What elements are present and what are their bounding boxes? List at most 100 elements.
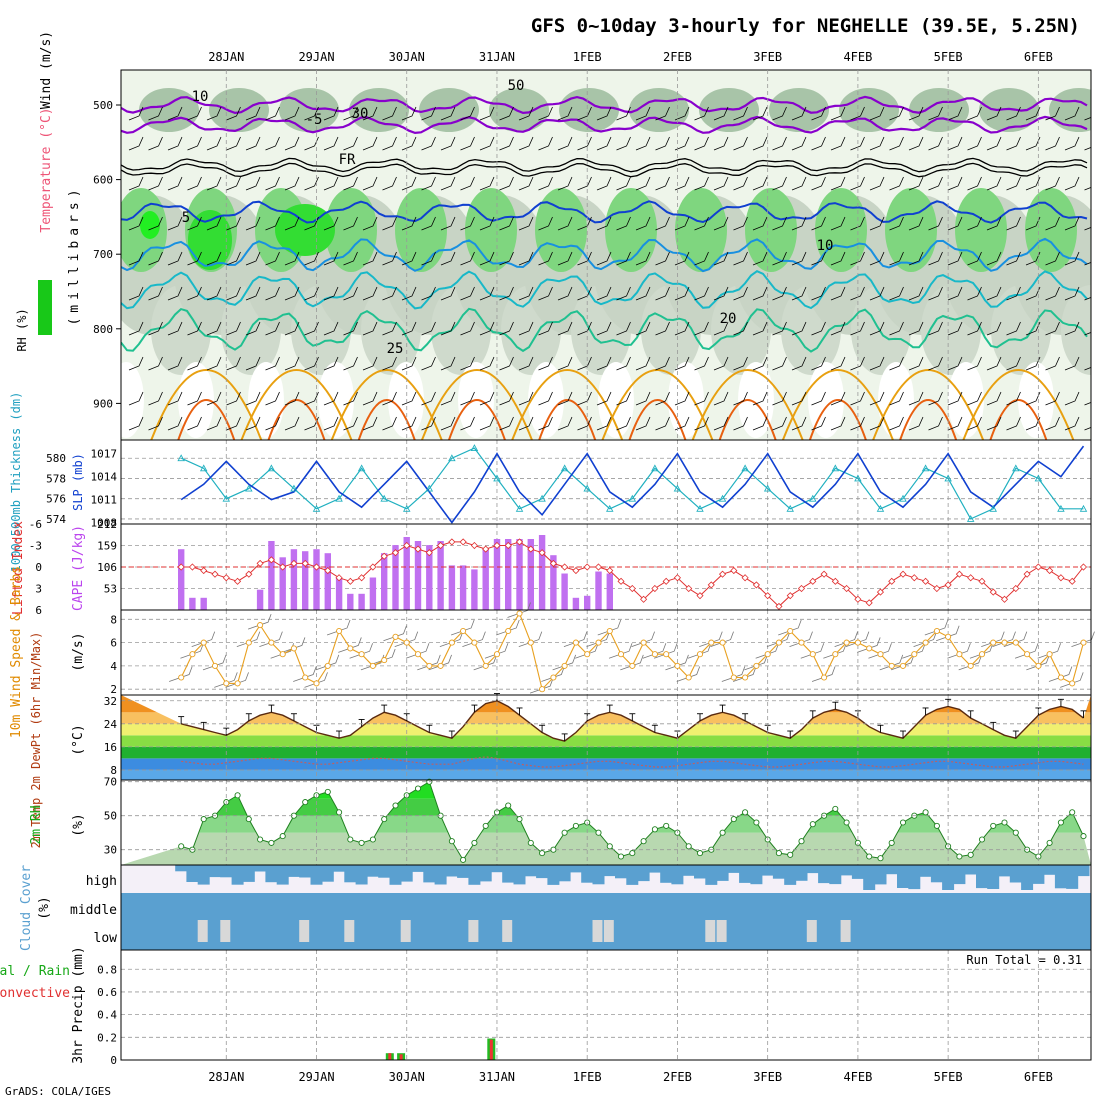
wind10-point — [358, 651, 365, 658]
pressure-tick-label: 900 — [93, 397, 113, 410]
precip-tick-label: 0.2 — [97, 1031, 117, 1044]
wind10-point — [290, 645, 297, 652]
wind-barb — [752, 321, 768, 336]
precip-frame — [120, 949, 1092, 1061]
wind-barb — [596, 251, 612, 266]
cloud-high-cell — [558, 865, 571, 882]
wind-barb — [1084, 186, 1091, 191]
lifted-index-point — [1068, 577, 1076, 585]
footer-credit: GrADS: COLA/IGES — [5, 1085, 111, 1098]
cape-tick-label: 212 — [97, 518, 117, 531]
cloud-high-cell — [863, 865, 876, 890]
wind10-barb — [304, 672, 328, 688]
wind-barb — [674, 321, 690, 336]
cloud-row-label: high — [86, 874, 117, 889]
rh-band-dry — [878, 362, 914, 438]
lifted-index-point — [617, 577, 625, 585]
wind10-barb — [484, 643, 509, 659]
wind-barb — [694, 251, 709, 266]
wind-barb — [323, 106, 339, 121]
wind-barb — [1045, 176, 1060, 191]
cloud-high-cell — [321, 865, 334, 882]
cape-bar — [313, 549, 320, 610]
rh-point — [302, 799, 309, 806]
wind-barb — [713, 286, 729, 301]
freezing-level — [121, 162, 1088, 178]
wind-barb — [479, 321, 495, 336]
lifted-index-point — [527, 545, 535, 553]
wind-barb — [1084, 261, 1091, 266]
wind-barb — [889, 321, 904, 336]
isotherm-minus5 — [121, 115, 1088, 135]
wind-barb — [889, 176, 904, 191]
wind-barb — [479, 356, 495, 371]
lifted-index-point — [967, 574, 975, 582]
wind10-barb — [766, 631, 791, 647]
temp-color-band — [121, 746, 1091, 759]
rh-band-dry — [318, 362, 354, 438]
wind-barb — [1084, 116, 1091, 121]
wind-barb — [1064, 416, 1080, 431]
wind10-point — [1012, 639, 1019, 646]
wind10-point — [595, 639, 602, 646]
wind-barb — [616, 391, 631, 406]
cloud-high-cell — [378, 865, 391, 878]
wind-barb — [382, 106, 397, 121]
lifted-index-point — [572, 567, 580, 575]
cloud-high-cell — [1021, 865, 1034, 890]
wind10-point — [1024, 651, 1031, 658]
cloud-low-gap — [603, 920, 614, 942]
wind-barb — [1006, 321, 1021, 336]
rh-point — [595, 829, 602, 836]
temp-color-band — [121, 712, 1091, 724]
wind-barb — [947, 356, 963, 371]
cloud-low-gap — [344, 920, 355, 942]
wind-barb — [382, 356, 397, 371]
rh-point — [877, 855, 884, 862]
lifted-index-point — [933, 584, 941, 593]
wind-barb — [752, 136, 768, 151]
rh-band-upper — [349, 88, 409, 132]
yunits-rh2m: (%) — [71, 813, 86, 836]
wind-barb — [479, 286, 495, 301]
wind-barb — [440, 391, 456, 406]
thickness-point — [515, 504, 524, 512]
wind-barb — [1064, 106, 1080, 121]
thickness-point — [673, 484, 682, 492]
rh-point — [719, 829, 726, 836]
rh-point — [234, 792, 241, 799]
wind-barb — [986, 391, 1002, 406]
wind-barb — [304, 416, 319, 431]
wind-barb — [674, 251, 690, 266]
wind-barb — [460, 136, 475, 151]
wind-barb — [635, 321, 651, 336]
rh-band — [121, 815, 1091, 833]
wind-barb — [850, 416, 865, 431]
rh-band-upper — [489, 88, 549, 132]
cloud-high-cell — [976, 865, 988, 889]
rh-point — [572, 822, 579, 829]
wind-barb — [830, 416, 846, 431]
cape-bar — [268, 541, 275, 610]
wind-barb — [128, 391, 144, 406]
contour-label: 5 — [182, 210, 190, 226]
cloud-row-label: low — [94, 931, 118, 946]
wind10-barb — [462, 631, 486, 647]
rh-point — [629, 850, 636, 857]
wind10-barb — [202, 654, 227, 671]
wind-barb — [382, 286, 397, 301]
thickness-point — [448, 454, 456, 462]
lifted-index-point — [211, 570, 219, 578]
wind10-barb — [586, 631, 610, 647]
cloud-high-cell — [389, 865, 402, 885]
contour-label: -5 — [306, 112, 323, 128]
cape-bar — [538, 535, 546, 610]
thickness-point — [944, 474, 952, 482]
wind-barb — [421, 106, 436, 121]
rh-band-dry — [528, 362, 564, 438]
lifted-index-point — [1079, 563, 1088, 571]
wind-barb — [362, 391, 378, 406]
date-label-bottom: 6FEB — [1024, 1070, 1053, 1084]
wind-barb — [226, 136, 241, 151]
wind10-barb — [879, 654, 904, 671]
